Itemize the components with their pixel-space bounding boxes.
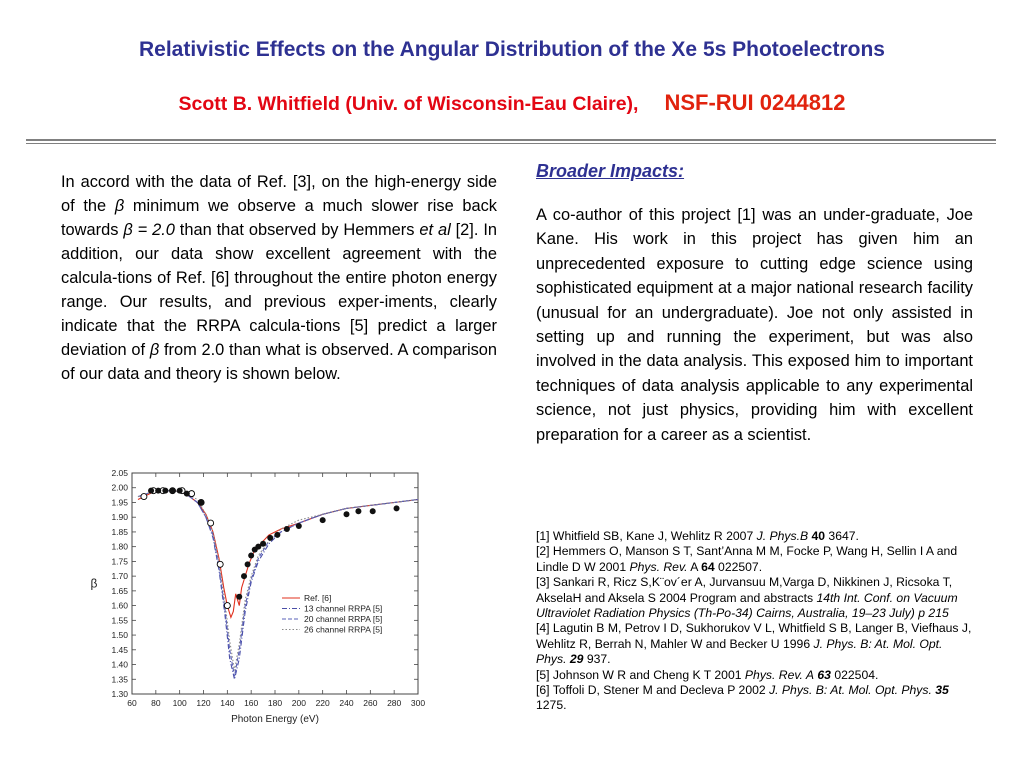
data-point <box>274 531 281 538</box>
y-tick-label: 1.90 <box>111 512 128 522</box>
x-tick-label: 160 <box>244 698 258 708</box>
x-tick-label: 80 <box>151 698 161 708</box>
text-run: minimum we observe a much slower rise ba… <box>61 197 498 239</box>
data-point <box>393 505 400 512</box>
results-paragraph: In accord with the data of Ref. [3], on … <box>61 170 497 386</box>
x-tick-label: 200 <box>292 698 306 708</box>
page-title: Relativistic Effects on the Angular Dist… <box>138 38 885 61</box>
et-al: et al <box>419 221 451 239</box>
series-line <box>137 490 419 620</box>
series-line <box>137 490 419 680</box>
data-point <box>244 561 251 568</box>
y-tick-label: 1.60 <box>111 601 128 611</box>
text-run: [2]. In addition, our data show excellen… <box>61 221 497 359</box>
data-point <box>176 487 183 494</box>
data-point <box>155 487 162 494</box>
y-tick-label: 1.55 <box>111 615 128 625</box>
y-axis-label: β <box>91 577 98 591</box>
y-tick-label: 2.00 <box>111 483 128 493</box>
legend-label: Ref. [6] <box>304 593 331 603</box>
data-point <box>148 487 155 494</box>
data-point <box>267 534 274 541</box>
y-tick-label: 1.35 <box>111 674 128 684</box>
legend-label: 13 channel RRPA [5] <box>304 604 382 614</box>
text-run: In accord with the data of Ref. [3], on … <box>61 173 497 215</box>
data-point <box>198 499 205 506</box>
beta-chart: 1.30 1.35 1.40 1.45 1.50 1.55 1.60 1.65 1.70 1.75… <box>91 468 426 725</box>
x-axis-label: Photon Energy (eV) <box>231 714 319 725</box>
y-tick-label: 1.65 <box>111 586 128 596</box>
x-tick-label: 300 <box>411 698 425 708</box>
beta-symbol: β <box>149 341 160 359</box>
data-point-open <box>140 493 148 501</box>
header-rule <box>26 139 996 141</box>
y-tick-label: 1.85 <box>111 527 128 537</box>
x-tick-label: 120 <box>196 698 210 708</box>
grant-number: NSF-RUI 0244812 <box>664 90 846 115</box>
data-point <box>248 552 255 559</box>
reference-4: [4] Lagutin B M, Petrov I D, Sukhorukov … <box>536 621 972 667</box>
x-tick-label: 140 <box>220 698 234 708</box>
beta-value: β = 2.0 <box>123 221 175 239</box>
y-tick-label: 1.30 <box>111 689 128 699</box>
x-tick-label: 220 <box>316 698 330 708</box>
reference-3: [3] Sankari R, Ricz S,K¨ov´er A, Jurvans… <box>536 575 958 621</box>
x-tick-label: 100 <box>173 698 187 708</box>
reference-1: [1] Whitfield SB, Kane J, Wehlitz R 2007… <box>536 529 859 543</box>
text-run: than that observed by Hemmers <box>174 221 420 239</box>
data-point <box>369 508 376 515</box>
author-affiliation: Scott B. Whitfield (Univ. of Wisconsin-E… <box>178 93 639 115</box>
broader-impacts-heading: Broader Impacts: <box>536 161 685 181</box>
data-point-open <box>207 519 215 527</box>
data-point-open <box>216 560 224 568</box>
data-point <box>355 508 362 515</box>
byline: Scott B. Whitfield (Univ. of Wisconsin-E… <box>0 90 1024 116</box>
header-rule-thin <box>26 143 996 144</box>
data-point <box>236 593 243 600</box>
y-tick-label: 1.95 <box>111 497 128 507</box>
y-tick-label: 1.75 <box>111 556 128 566</box>
x-tick-label: 240 <box>339 698 353 708</box>
legend-label: 20 channel RRPA [5] <box>304 614 382 624</box>
series-line <box>137 490 419 677</box>
x-tick-label: 260 <box>363 698 377 708</box>
text-run: from 2.0 than what is observed. A compar… <box>61 341 498 383</box>
legend-label: 26 channel RRPA [5] <box>304 625 382 635</box>
data-point <box>295 523 302 530</box>
data-point <box>255 543 262 550</box>
reference-2: [2] Hemmers O, Manson S T, Sant’Anna M M… <box>536 544 958 574</box>
data-point <box>241 573 248 580</box>
y-tick-label: 1.80 <box>111 542 128 552</box>
reference-6: [6] Toffoli D, Stener M and Decleva P 20… <box>536 683 949 713</box>
y-tick-label: 1.40 <box>111 660 128 670</box>
plot-frame <box>131 472 419 695</box>
data-point <box>260 540 267 547</box>
broader-impacts: Broader Impacts: A co-author of this pro… <box>536 161 973 447</box>
y-tick-label: 2.05 <box>111 468 128 478</box>
x-tick-label: 180 <box>268 698 282 708</box>
beta-symbol: β <box>114 197 125 215</box>
data-point <box>343 511 350 518</box>
reference-5: [5] Johnson W R and Cheng K T 2001 Phys.… <box>536 667 879 682</box>
data-point <box>283 525 290 532</box>
y-tick-label: 1.45 <box>111 645 128 655</box>
data-point <box>162 487 169 494</box>
data-point-open <box>223 602 231 610</box>
series-line <box>137 490 419 671</box>
data-point <box>183 490 190 497</box>
y-tick-label: 1.70 <box>111 571 128 581</box>
x-tick-label: 60 <box>127 698 137 708</box>
broader-impacts-text: A co-author of this project [1] was an u… <box>536 206 973 444</box>
data-point <box>319 517 326 524</box>
y-tick-label: 1.50 <box>111 630 128 640</box>
data-point <box>169 487 176 494</box>
x-tick-label: 280 <box>387 698 401 708</box>
references: [1] Whitfield SB, Kane J, Wehlitz R 2007… <box>536 529 976 714</box>
